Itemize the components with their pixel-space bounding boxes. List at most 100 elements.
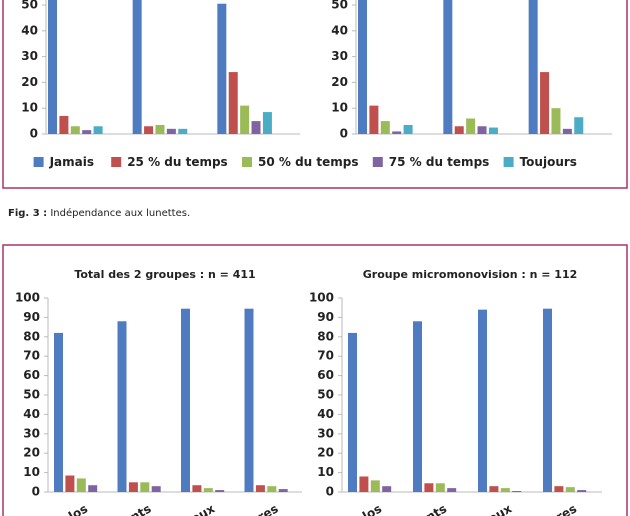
bar bbox=[348, 332, 357, 492]
bar bbox=[155, 124, 165, 134]
bar bbox=[88, 485, 98, 492]
y-tick-label: 90 bbox=[23, 310, 40, 324]
bar bbox=[76, 478, 86, 492]
bar bbox=[217, 3, 227, 134]
x-tick-label: eux bbox=[486, 501, 514, 516]
x-tick-label: ents bbox=[121, 502, 154, 516]
bar bbox=[228, 72, 238, 134]
bar bbox=[528, 0, 538, 134]
y-tick-label: 10 bbox=[21, 101, 38, 115]
y-tick-label: 50 bbox=[331, 0, 348, 12]
bar bbox=[540, 72, 550, 134]
legend-swatch bbox=[111, 157, 122, 167]
bar bbox=[151, 486, 161, 492]
y-tick-label: 20 bbox=[23, 446, 40, 460]
bar bbox=[192, 485, 202, 492]
bar bbox=[565, 487, 575, 492]
bar bbox=[93, 126, 103, 134]
bar bbox=[144, 126, 154, 134]
bar bbox=[370, 480, 380, 492]
y-tick-label: 0 bbox=[326, 485, 334, 499]
bar bbox=[435, 483, 445, 492]
bar bbox=[500, 488, 510, 492]
y-tick-label: 20 bbox=[317, 446, 334, 460]
y-tick-label: 10 bbox=[317, 465, 334, 479]
bar bbox=[251, 121, 261, 134]
bar bbox=[358, 0, 367, 134]
y-tick-label: 80 bbox=[23, 329, 40, 343]
x-tick-label: los bbox=[360, 502, 384, 516]
bar bbox=[178, 128, 188, 134]
y-tick-label: 30 bbox=[23, 426, 40, 440]
bar bbox=[255, 485, 265, 492]
bar bbox=[424, 483, 434, 492]
legend-label: Jamais bbox=[49, 155, 94, 169]
bar bbox=[403, 124, 413, 134]
bar bbox=[562, 128, 572, 134]
bar bbox=[392, 131, 402, 134]
bar bbox=[443, 0, 453, 135]
bar bbox=[166, 128, 176, 134]
y-tick-label: 0 bbox=[340, 127, 348, 141]
x-tick-label: los bbox=[66, 502, 90, 516]
bar bbox=[543, 308, 552, 492]
bar bbox=[59, 115, 69, 134]
bar bbox=[70, 126, 80, 134]
bar bbox=[117, 321, 127, 492]
bar bbox=[54, 332, 63, 492]
y-tick-label: 0 bbox=[32, 485, 40, 499]
legend-swatch bbox=[503, 157, 514, 167]
y-tick-label: 10 bbox=[23, 465, 40, 479]
legend-label: 50 % du temps bbox=[258, 155, 359, 169]
caption: Fig. 3 : Indépendance aux lunettes. bbox=[8, 207, 190, 219]
bar bbox=[262, 112, 272, 134]
x-tick-label: res bbox=[554, 502, 579, 516]
y-tick-label: 70 bbox=[23, 349, 40, 363]
y-tick-label: 50 bbox=[317, 388, 334, 402]
bar bbox=[359, 476, 369, 492]
bar bbox=[454, 126, 464, 134]
bar bbox=[369, 105, 379, 134]
bar bbox=[554, 486, 564, 492]
bar bbox=[488, 127, 498, 134]
bar bbox=[574, 117, 584, 134]
x-tick-label: res bbox=[255, 502, 280, 516]
x-tick-label: eux bbox=[189, 501, 217, 516]
bar bbox=[478, 309, 487, 492]
bar bbox=[215, 490, 225, 492]
y-tick-label: 100 bbox=[15, 291, 40, 305]
y-tick-label: 90 bbox=[317, 310, 334, 324]
bar bbox=[278, 489, 288, 492]
bar bbox=[380, 121, 390, 134]
y-tick-label: 30 bbox=[317, 426, 334, 440]
y-tick-label: 40 bbox=[331, 23, 348, 37]
x-tick-label: ents bbox=[416, 502, 449, 516]
bar bbox=[128, 482, 138, 492]
legend-label: 75 % du temps bbox=[389, 155, 490, 169]
bar bbox=[244, 308, 254, 492]
y-tick-label: 50 bbox=[23, 388, 40, 402]
bar bbox=[203, 488, 213, 492]
bar bbox=[466, 118, 476, 134]
bar bbox=[447, 488, 457, 492]
bar bbox=[577, 490, 587, 492]
y-tick-label: 20 bbox=[21, 75, 38, 89]
legend-label: 25 % du temps bbox=[127, 155, 228, 169]
bar bbox=[489, 486, 499, 492]
bar bbox=[267, 486, 277, 492]
bar bbox=[48, 0, 57, 134]
bar bbox=[140, 482, 150, 492]
y-tick-label: 50 bbox=[21, 0, 38, 12]
bar bbox=[551, 108, 561, 134]
y-tick-label: 0 bbox=[30, 127, 38, 141]
bar bbox=[240, 105, 250, 134]
bar bbox=[382, 486, 392, 492]
y-tick-label: 20 bbox=[331, 75, 348, 89]
y-tick-label: 100 bbox=[309, 291, 334, 305]
legend-swatch bbox=[242, 157, 252, 167]
bar bbox=[512, 491, 522, 492]
legend-swatch bbox=[372, 157, 383, 167]
caption-text: Indépendance aux lunettes. bbox=[50, 207, 190, 219]
bar bbox=[477, 126, 487, 134]
chart-title: Groupe micromonovision : n = 112 bbox=[363, 268, 578, 281]
